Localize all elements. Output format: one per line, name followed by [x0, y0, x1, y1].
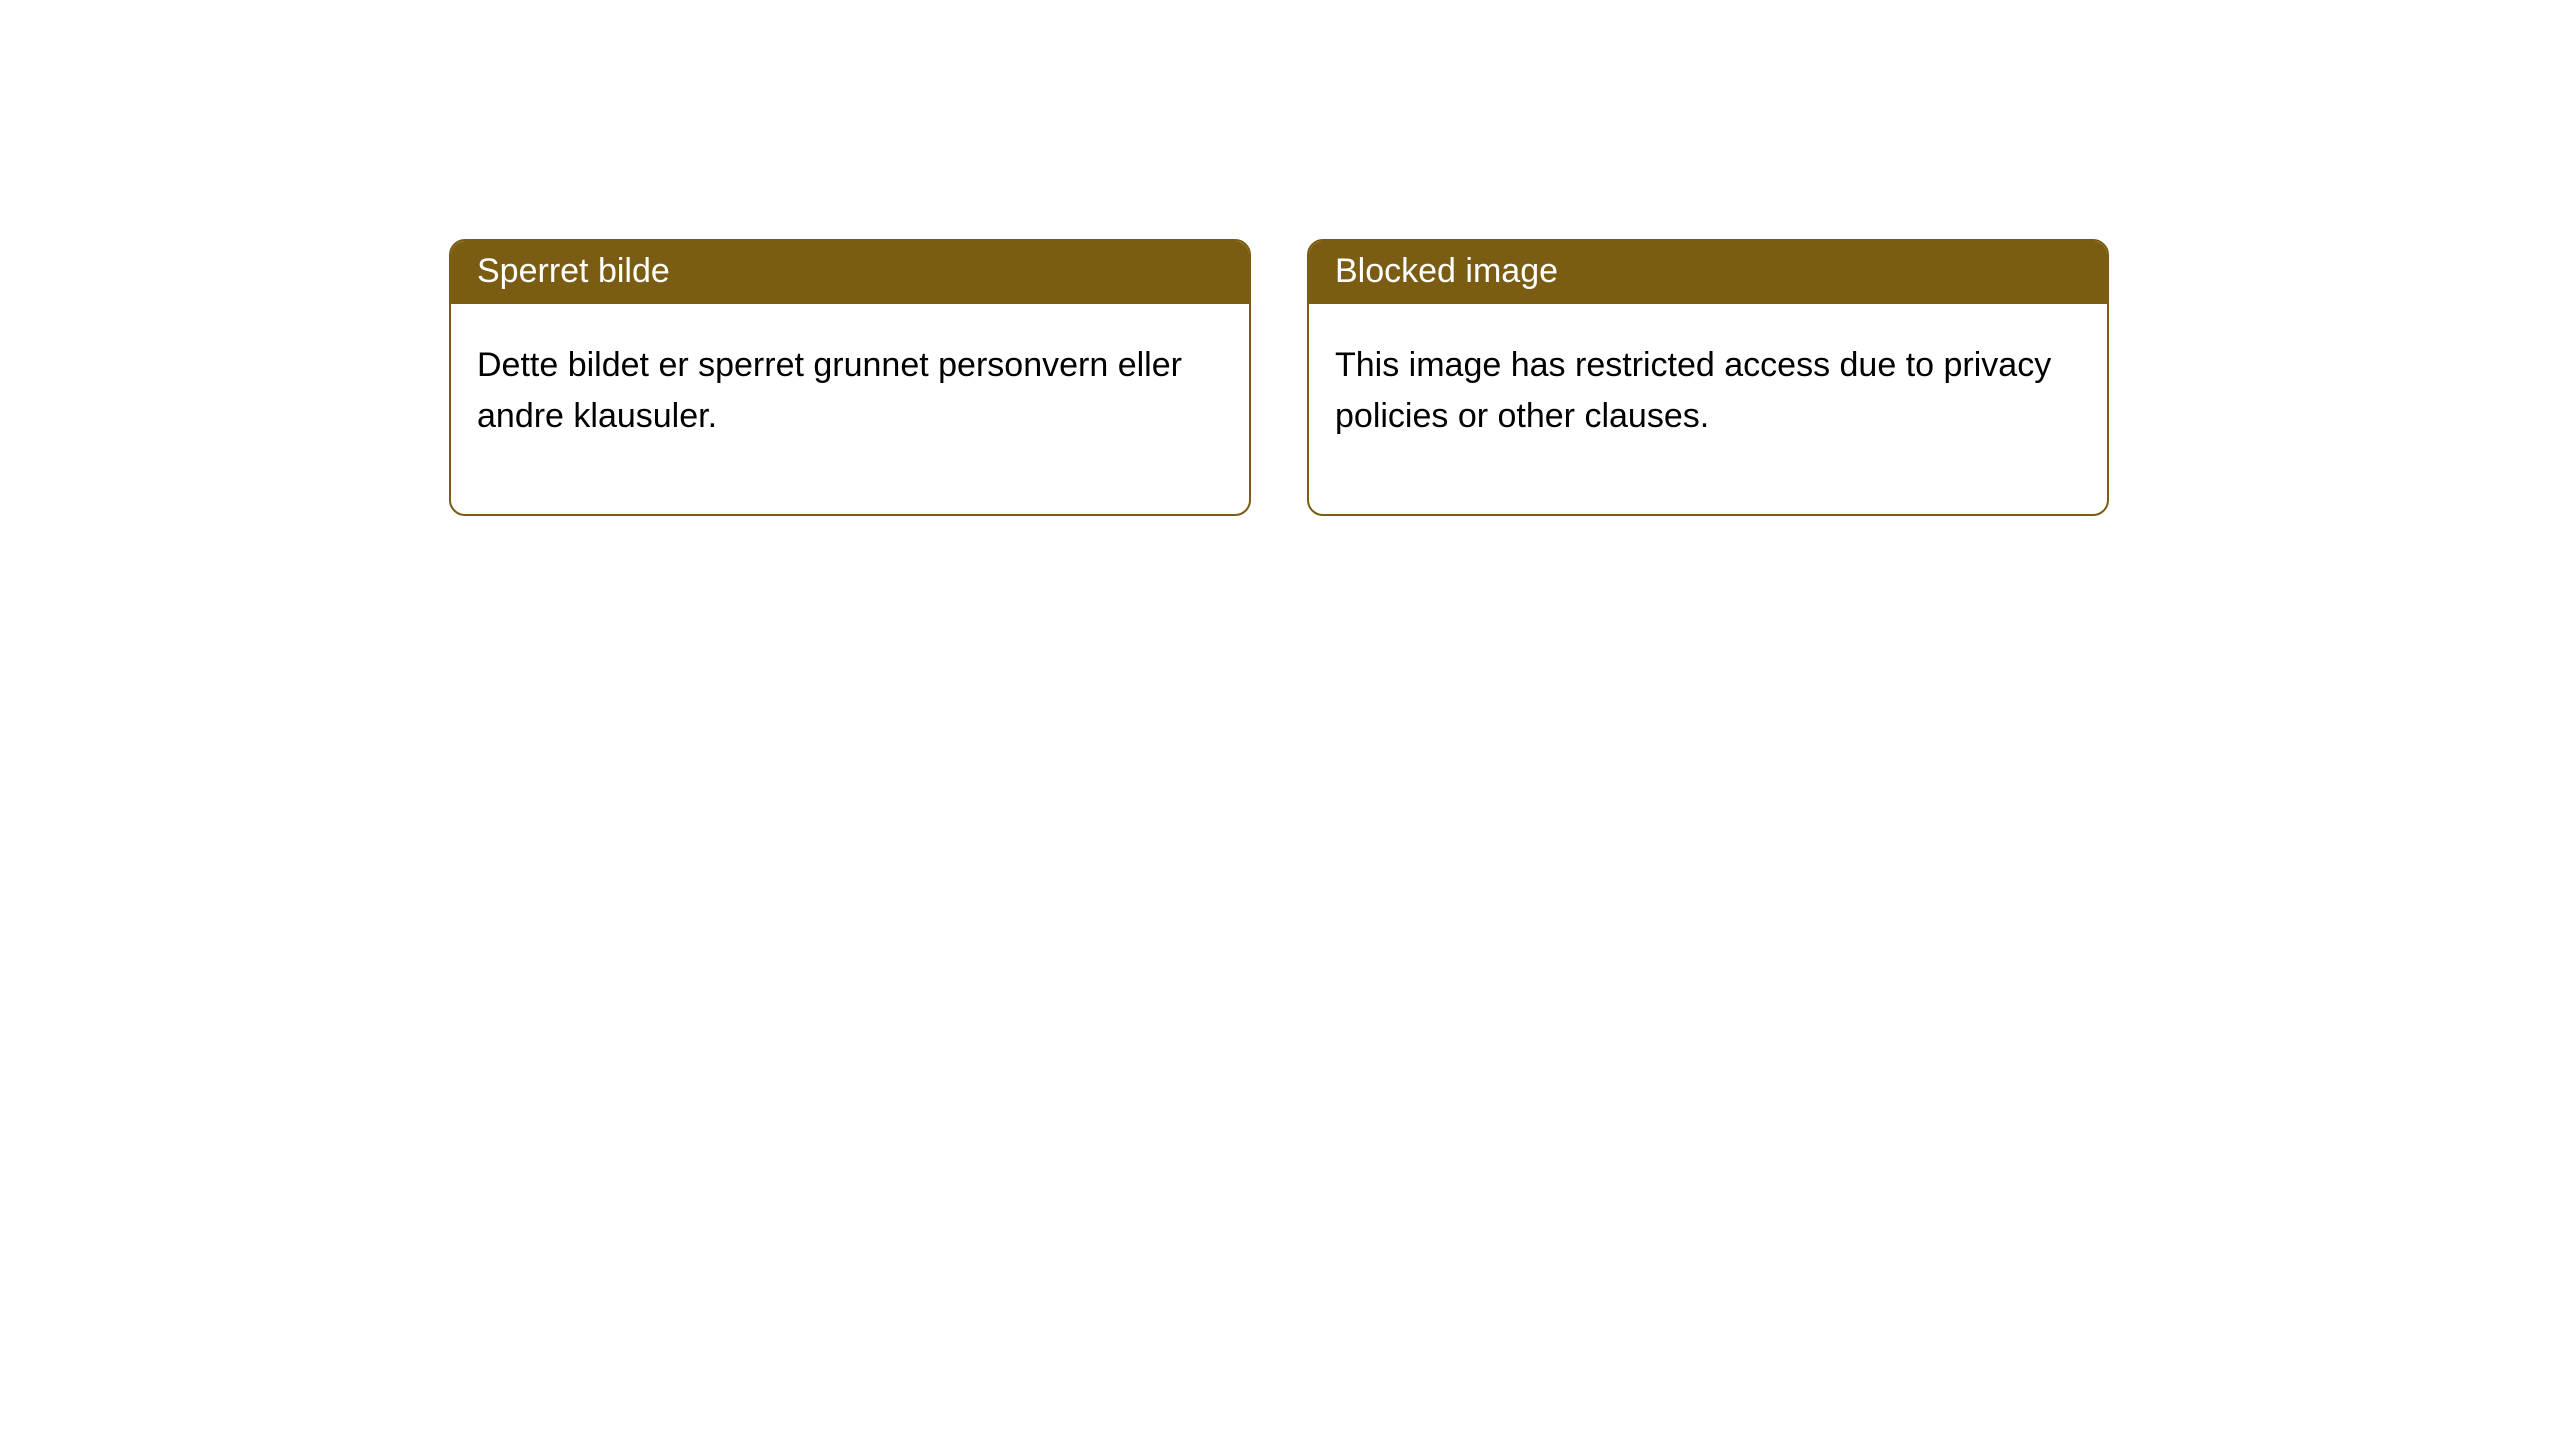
notice-title-no: Sperret bilde	[451, 241, 1249, 304]
notice-card-en: Blocked image This image has restricted …	[1307, 239, 2109, 516]
notice-card-no: Sperret bilde Dette bildet er sperret gr…	[449, 239, 1251, 516]
notice-title-en: Blocked image	[1309, 241, 2107, 304]
notice-body-en: This image has restricted access due to …	[1309, 304, 2107, 514]
notice-container: Sperret bilde Dette bildet er sperret gr…	[0, 0, 2560, 516]
notice-body-no: Dette bildet er sperret grunnet personve…	[451, 304, 1249, 514]
